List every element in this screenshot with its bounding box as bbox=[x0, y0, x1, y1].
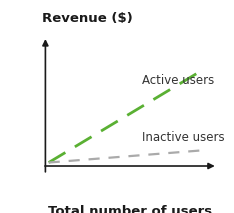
Text: Inactive users: Inactive users bbox=[142, 131, 225, 144]
Text: Total number of users: Total number of users bbox=[48, 205, 212, 213]
Text: Active users: Active users bbox=[142, 74, 214, 87]
Text: Revenue ($): Revenue ($) bbox=[42, 12, 133, 25]
